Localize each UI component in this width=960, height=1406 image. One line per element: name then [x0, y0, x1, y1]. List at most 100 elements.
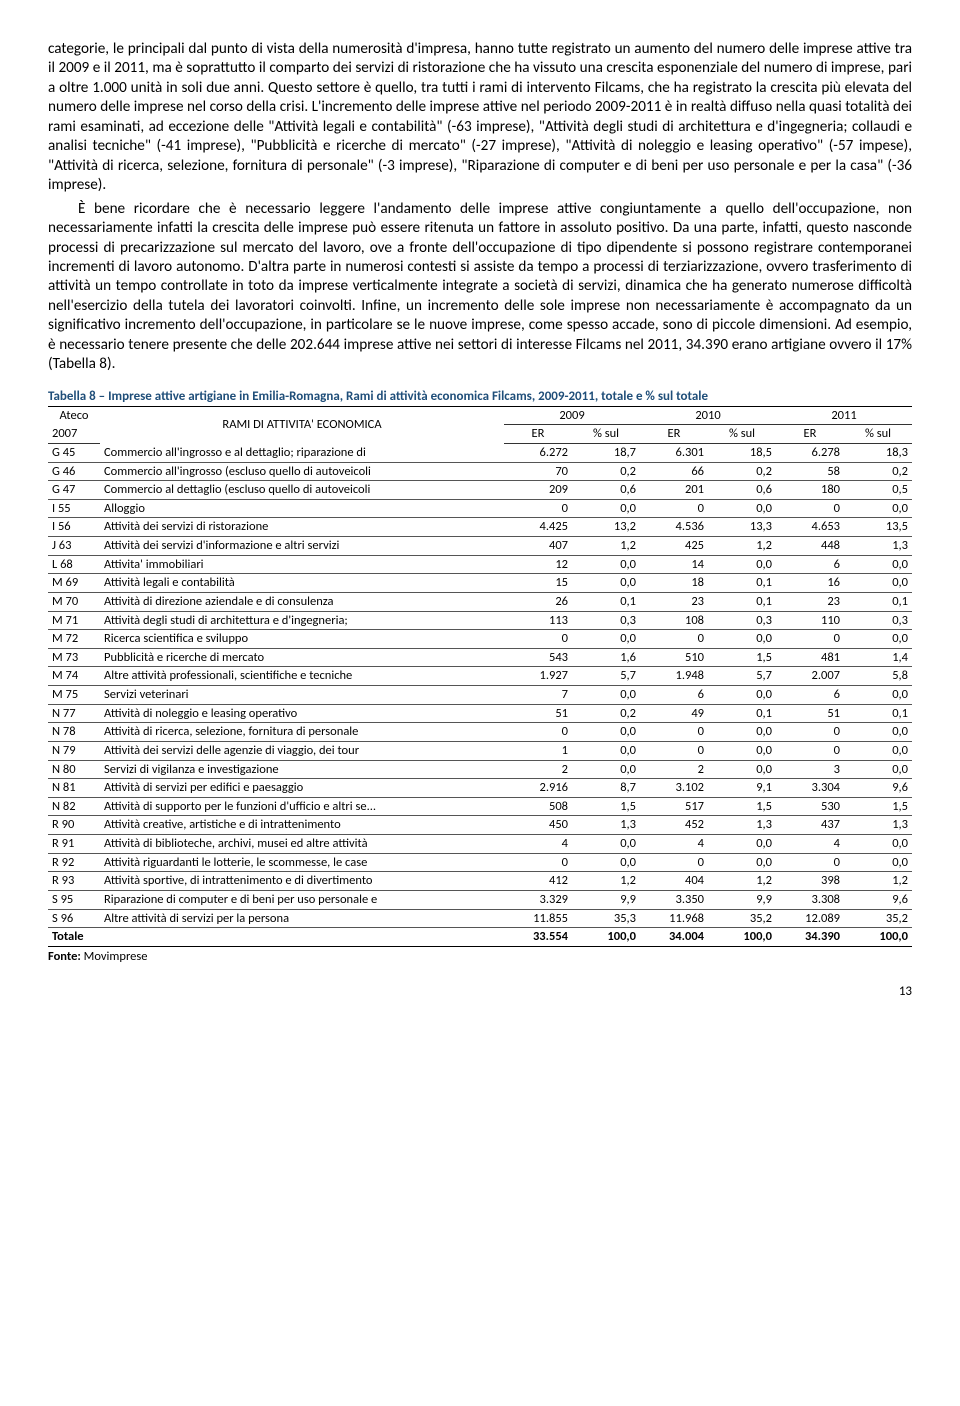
- row-value: 0,1: [844, 592, 912, 611]
- row-value: 16: [776, 574, 844, 593]
- header-pct: % sul: [708, 425, 776, 444]
- row-value: 1,2: [572, 872, 640, 891]
- row-value: 18,5: [708, 443, 776, 462]
- row-value: 0,1: [572, 592, 640, 611]
- row-value: 0,0: [572, 835, 640, 854]
- row-label: Attività dei servizi d'informazione e al…: [100, 537, 504, 556]
- row-value: 0,0: [572, 853, 640, 872]
- row-value: 0,0: [572, 686, 640, 705]
- row-value: 412: [504, 872, 572, 891]
- row-code: R 92: [48, 853, 100, 872]
- row-value: 0,2: [572, 462, 640, 481]
- row-value: 2: [504, 760, 572, 779]
- header-year-2010: 2010: [640, 406, 776, 425]
- row-value: 530: [776, 797, 844, 816]
- page-number: 13: [48, 984, 912, 999]
- row-value: 0: [776, 630, 844, 649]
- row-code: M 72: [48, 630, 100, 649]
- row-code: Totale: [48, 928, 100, 947]
- row-code: G 46: [48, 462, 100, 481]
- row-value: 0,2: [572, 704, 640, 723]
- row-value: 0,0: [844, 686, 912, 705]
- row-value: 100,0: [572, 928, 640, 947]
- row-value: 0: [776, 741, 844, 760]
- row-value: 6.272: [504, 443, 572, 462]
- row-code: S 96: [48, 909, 100, 928]
- row-value: 18,3: [844, 443, 912, 462]
- row-value: 18: [640, 574, 708, 593]
- row-value: 34.390: [776, 928, 844, 947]
- row-code: M 73: [48, 648, 100, 667]
- table-row: N 79Attività dei servizi delle agenzie d…: [48, 741, 912, 760]
- row-label: Altre attività professionali, scientific…: [100, 667, 504, 686]
- row-value: 180: [776, 481, 844, 500]
- row-value: 5,8: [844, 667, 912, 686]
- row-value: 407: [504, 537, 572, 556]
- row-value: 15: [504, 574, 572, 593]
- header-ateco-top: Ateco: [48, 406, 100, 425]
- row-value: 0,0: [708, 723, 776, 742]
- table-row: M 69Attività legali e contabilità150,018…: [48, 574, 912, 593]
- row-value: 14: [640, 555, 708, 574]
- row-value: 1,2: [844, 872, 912, 891]
- row-value: 23: [640, 592, 708, 611]
- table-row: N 82Attività di supporto per le funzioni…: [48, 797, 912, 816]
- row-value: 49: [640, 704, 708, 723]
- row-value: 58: [776, 462, 844, 481]
- row-label: Attività legali e contabilità: [100, 574, 504, 593]
- row-value: 0,0: [572, 555, 640, 574]
- row-value: 12: [504, 555, 572, 574]
- row-value: 6: [776, 686, 844, 705]
- row-label: Servizi veterinari: [100, 686, 504, 705]
- row-code: L 68: [48, 555, 100, 574]
- row-code: G 45: [48, 443, 100, 462]
- row-value: 0: [504, 630, 572, 649]
- row-label: Attivita' immobiliari: [100, 555, 504, 574]
- row-value: 3.350: [640, 890, 708, 909]
- row-value: 0,6: [572, 481, 640, 500]
- row-value: 3.308: [776, 890, 844, 909]
- row-value: 0: [776, 723, 844, 742]
- header-er: ER: [504, 425, 572, 444]
- row-value: 0,1: [708, 574, 776, 593]
- row-value: 0,0: [844, 630, 912, 649]
- table-row: J 63Attività dei servizi d'informazione …: [48, 537, 912, 556]
- row-label: Attività di biblioteche, archivi, musei …: [100, 835, 504, 854]
- row-value: 1,3: [844, 537, 912, 556]
- row-value: 0,0: [572, 499, 640, 518]
- row-label: Commercio all'ingrosso e al dettaglio; r…: [100, 443, 504, 462]
- row-value: 0: [504, 723, 572, 742]
- row-value: 1,4: [844, 648, 912, 667]
- row-value: 0,0: [708, 555, 776, 574]
- row-value: 51: [504, 704, 572, 723]
- table-caption: Tabella 8 – Imprese attive artigiane in …: [48, 389, 912, 404]
- row-value: 0,0: [708, 499, 776, 518]
- row-label: Ricerca scientifica e sviluppo: [100, 630, 504, 649]
- row-value: 100,0: [708, 928, 776, 947]
- row-value: 13,2: [572, 518, 640, 537]
- row-value: 452: [640, 816, 708, 835]
- row-value: 1,6: [572, 648, 640, 667]
- row-value: 0,0: [844, 741, 912, 760]
- row-value: 6: [640, 686, 708, 705]
- row-value: 0,0: [844, 574, 912, 593]
- row-code: N 80: [48, 760, 100, 779]
- row-code: M 71: [48, 611, 100, 630]
- row-value: 12.089: [776, 909, 844, 928]
- row-value: 35,2: [708, 909, 776, 928]
- row-value: 18,7: [572, 443, 640, 462]
- row-value: 11.855: [504, 909, 572, 928]
- row-code: J 63: [48, 537, 100, 556]
- source-label: Fonte:: [48, 949, 81, 964]
- table-row: R 92Attività riguardanti le lotterie, le…: [48, 853, 912, 872]
- row-value: 113: [504, 611, 572, 630]
- row-label: Altre attività di servizi per la persona: [100, 909, 504, 928]
- row-value: 4: [776, 835, 844, 854]
- row-value: 0,3: [708, 611, 776, 630]
- row-value: 34.004: [640, 928, 708, 947]
- row-value: 4.536: [640, 518, 708, 537]
- row-value: 0,0: [708, 835, 776, 854]
- table-row: G 47Commercio al dettaglio (escluso quel…: [48, 481, 912, 500]
- row-value: 0,0: [844, 853, 912, 872]
- row-value: 6: [776, 555, 844, 574]
